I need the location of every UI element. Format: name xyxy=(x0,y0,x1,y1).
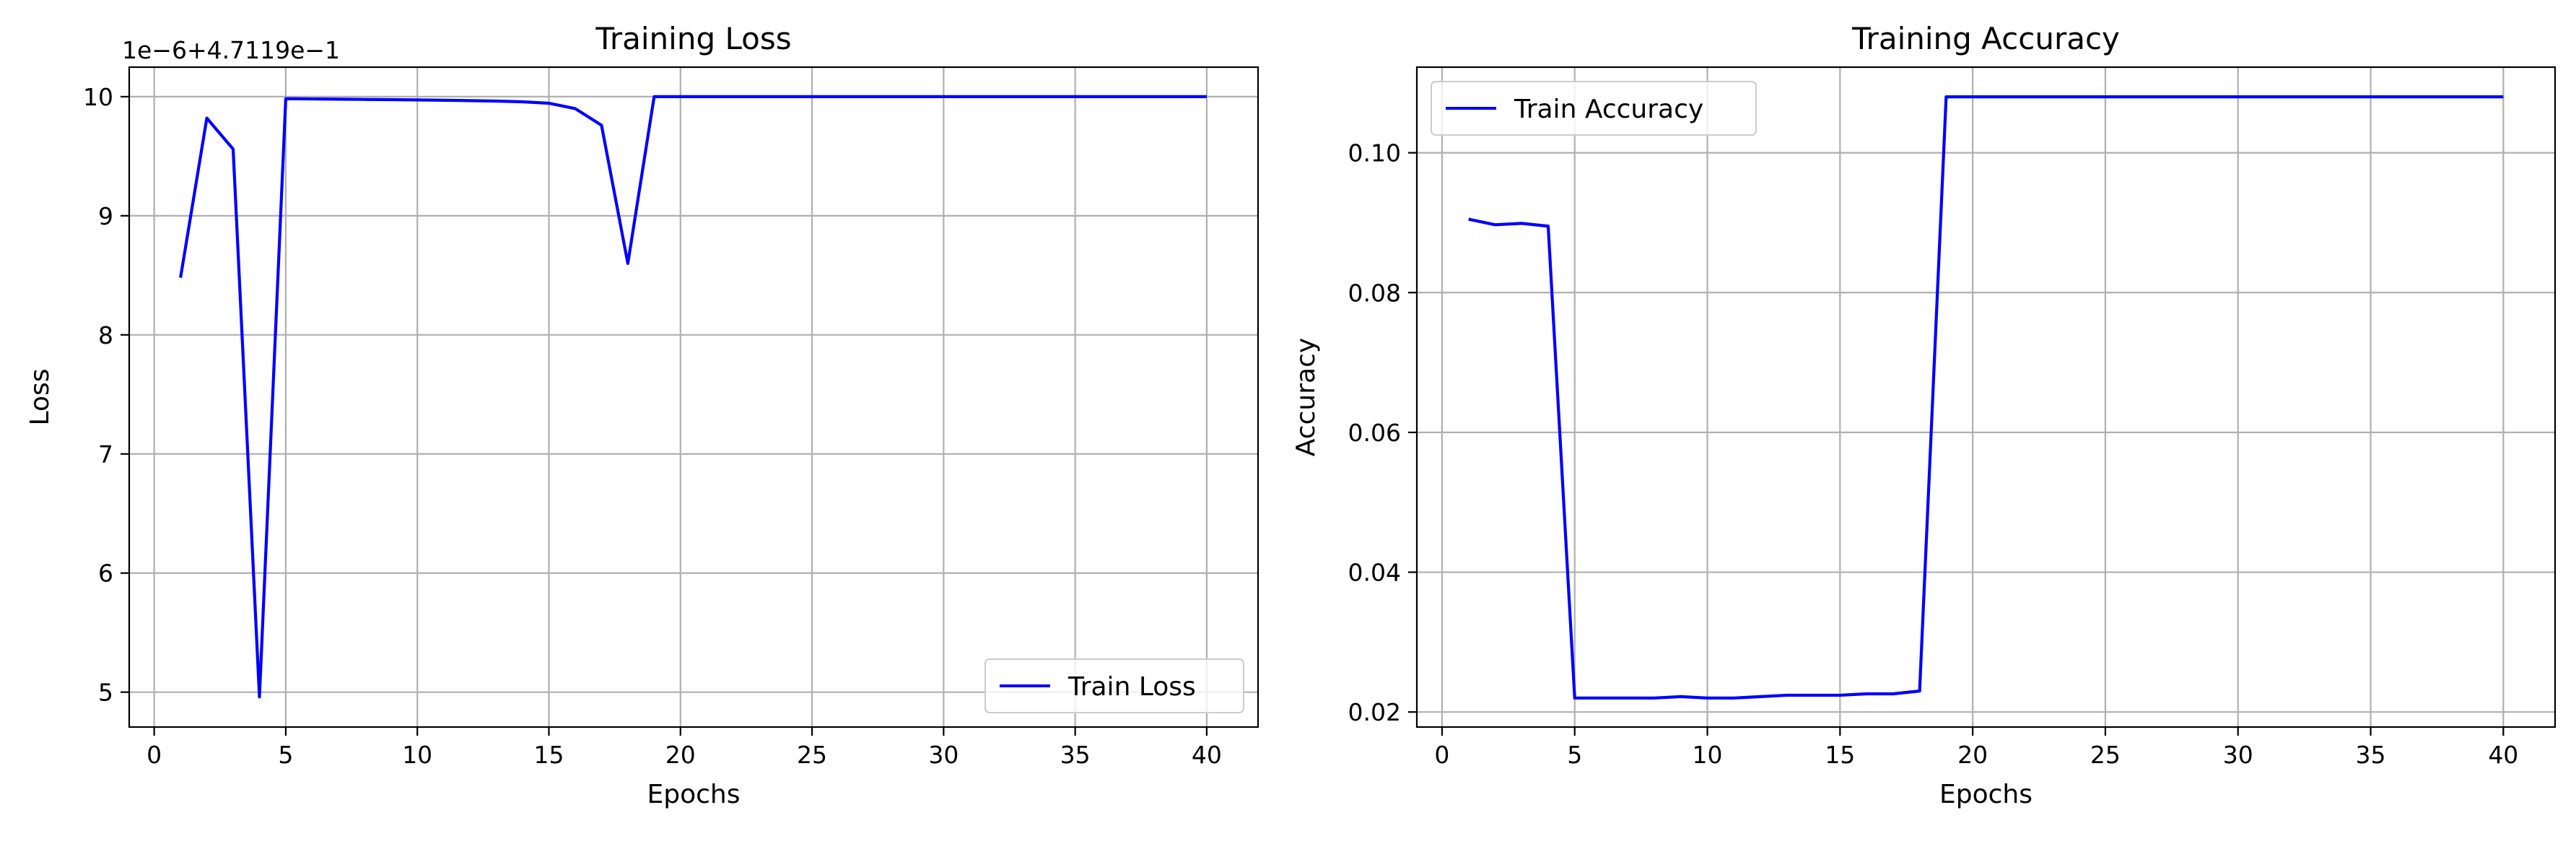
accuracy-x-tick-label-7: 35 xyxy=(2356,741,2386,769)
loss-x-tick-label-1: 5 xyxy=(278,741,293,769)
accuracy-x-tick-label-6: 30 xyxy=(2223,741,2253,769)
loss-y-tick-label-4: 9 xyxy=(98,202,113,230)
loss-y-tick-label-1: 6 xyxy=(98,560,113,588)
loss-legend-label: Train Loss xyxy=(1067,672,1196,702)
accuracy-legend-box xyxy=(1431,81,1757,136)
accuracy-grid xyxy=(1417,67,2555,727)
accuracy-chart-title: Training Accuracy xyxy=(1851,21,2120,56)
loss-x-axis-label: Epochs xyxy=(647,780,741,809)
accuracy-y-tick-label-3: 0.08 xyxy=(1348,279,1401,307)
loss-x-tick-label-2: 10 xyxy=(402,741,432,769)
loss-x-tick-label-3: 15 xyxy=(533,741,564,769)
accuracy-legend-label: Train Accuracy xyxy=(1514,95,1703,124)
loss-legend-box xyxy=(984,658,1244,713)
accuracy-series xyxy=(1468,95,2504,700)
accuracy-y-axis-label: Accuracy xyxy=(1291,338,1321,456)
loss-x-tick-label-7: 35 xyxy=(1060,741,1091,769)
loss-plot-frame xyxy=(128,66,1259,728)
loss-y-tick-label-2: 7 xyxy=(98,440,113,469)
loss-x-ticks: 0 5 10 15 20 25 30 35 40 xyxy=(147,727,1222,769)
loss-y-tick-label-0: 5 xyxy=(98,679,113,707)
accuracy-x-ticks: 0 5 10 15 20 25 30 35 40 xyxy=(1434,727,2518,769)
accuracy-x-tick-label-2: 10 xyxy=(1693,741,1723,769)
accuracy-x-axis-label: Epochs xyxy=(1939,780,2033,809)
accuracy-y-tick-label-1: 0.04 xyxy=(1348,559,1401,587)
accuracy-y-ticks: 0.02 0.04 0.06 0.08 0.10 xyxy=(1348,139,1417,726)
loss-x-tick-label-8: 40 xyxy=(1192,741,1222,769)
loss-y-axis-label: Loss xyxy=(25,369,55,426)
loss-x-tick-label-5: 25 xyxy=(797,741,827,769)
accuracy-x-tick-label-3: 15 xyxy=(1825,741,1855,769)
accuracy-x-tick-label-8: 40 xyxy=(2488,741,2518,769)
accuracy-plot-frame xyxy=(1415,66,2557,728)
loss-y-offset-label: 1e−6+4.7119e−1 xyxy=(122,36,340,64)
loss-x-tick-label-0: 0 xyxy=(147,741,162,769)
accuracy-y-tick-label-0: 0.02 xyxy=(1348,698,1401,726)
loss-y-tick-label-3: 8 xyxy=(98,321,113,349)
training-loss-chart: 0 5 10 15 20 25 30 35 40 5 6 7 8 9 10 Training Loss E… xyxy=(25,21,1259,809)
loss-x-tick-label-6: 30 xyxy=(928,741,959,769)
loss-y-ticks: 5 6 7 8 9 10 xyxy=(83,83,129,707)
loss-series xyxy=(179,95,1207,699)
loss-chart-title: Training Loss xyxy=(595,21,791,56)
accuracy-x-tick-label-1: 5 xyxy=(1567,741,1582,769)
accuracy-x-tick-label-5: 25 xyxy=(2090,741,2121,769)
accuracy-y-tick-label-2: 0.06 xyxy=(1348,419,1401,447)
loss-series-line-0 xyxy=(179,95,1207,699)
accuracy-y-tick-label-4: 0.10 xyxy=(1348,139,1401,168)
accuracy-x-tick-label-0: 0 xyxy=(1434,741,1449,769)
accuracy-legend: Train Accuracy xyxy=(1431,81,1757,136)
accuracy-series-line-0 xyxy=(1468,95,2504,700)
loss-y-tick-label-5: 10 xyxy=(83,83,113,111)
loss-legend: Train Loss xyxy=(984,658,1244,713)
accuracy-x-tick-label-4: 20 xyxy=(1957,741,1988,769)
training-accuracy-chart: 0 5 10 15 20 25 30 35 40 0.02 0.04 0.06 0.08 0.10 Tr… xyxy=(1291,21,2557,809)
loss-x-tick-label-4: 20 xyxy=(665,741,696,769)
